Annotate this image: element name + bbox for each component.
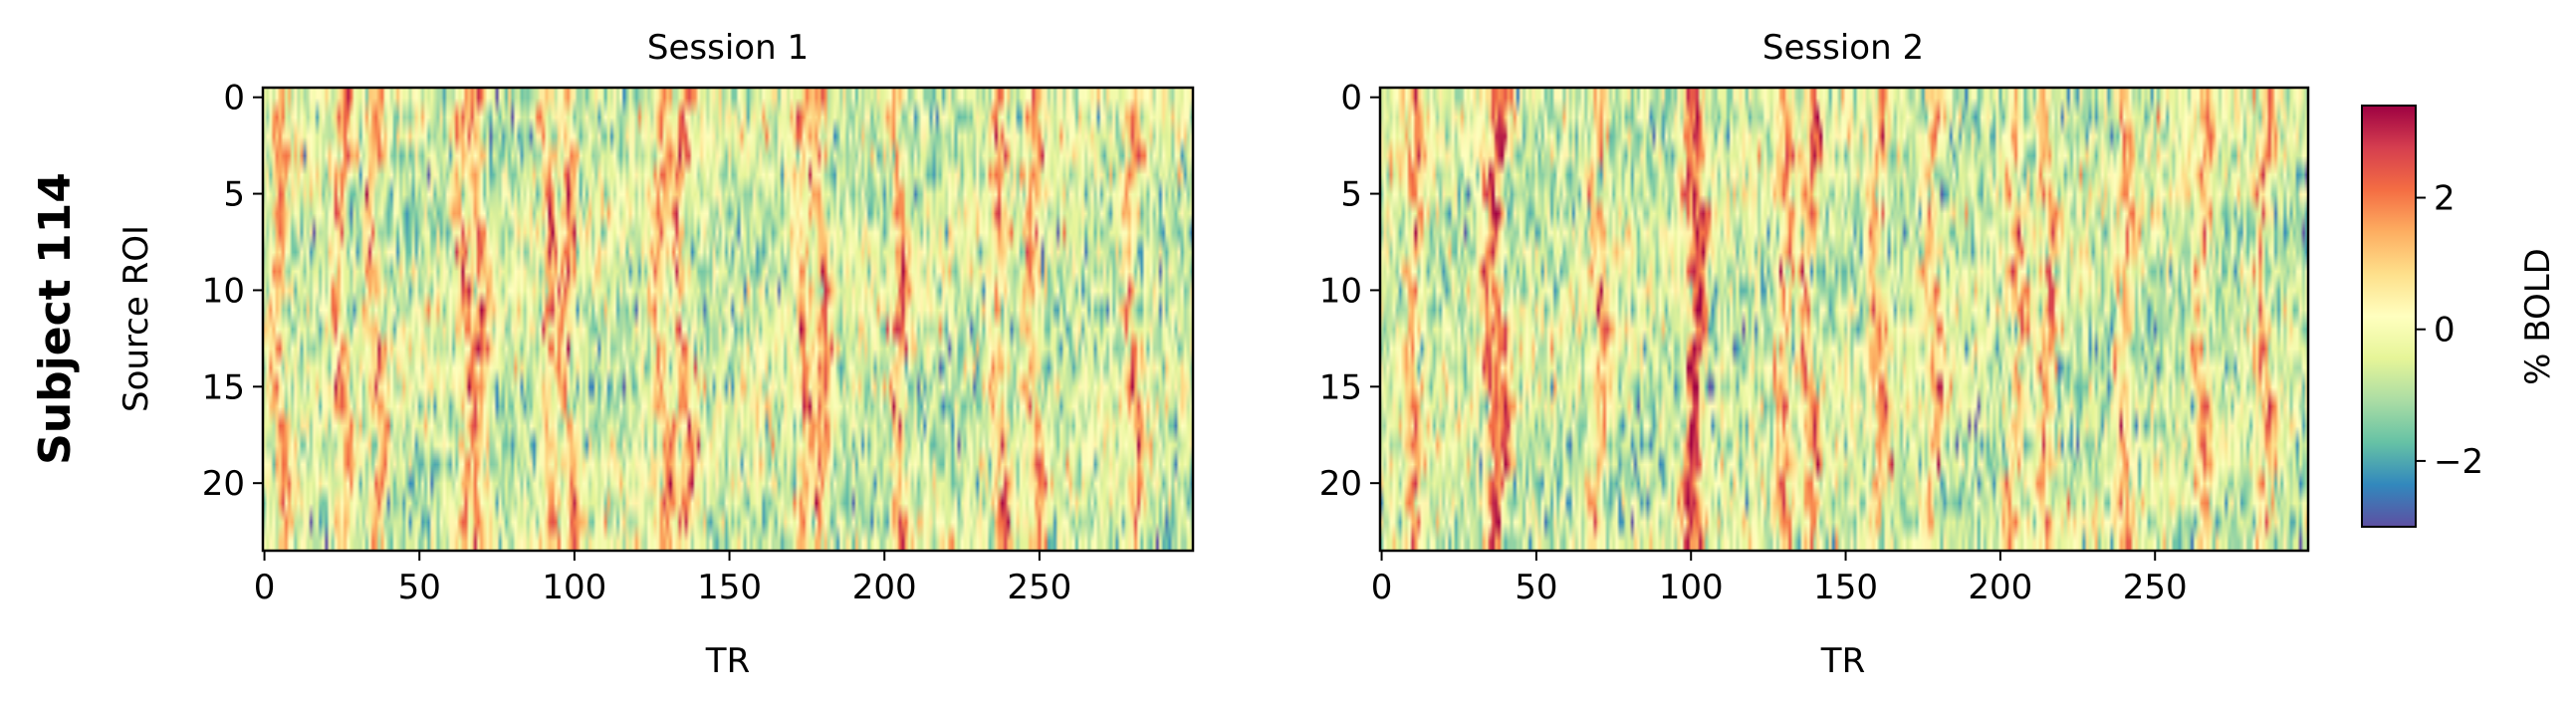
colorbar-tick-label: 0: [2434, 311, 2456, 351]
colorbar-gradient: [2361, 105, 2417, 528]
y-tick-label: 20: [1319, 464, 1362, 504]
x-tick-label: 250: [2123, 568, 2188, 607]
x-tick-label: 0: [1371, 568, 1393, 607]
x-tick-label: 100: [1659, 568, 1724, 607]
x-tick-label: 250: [1007, 568, 1071, 607]
x-tick-label: 100: [542, 568, 606, 607]
session-2-frame: [1378, 86, 2310, 553]
session-1-x-ticks: 0 50 100 150 200 250: [254, 551, 1071, 607]
y-tick-label: 0: [223, 79, 245, 118]
y-tick-label: 10: [1319, 271, 1362, 311]
session-1-y-ticks: 0 5 10 15 20: [202, 79, 263, 504]
session-1-x-label: TR: [705, 641, 750, 681]
x-tick-label: 200: [1968, 568, 2032, 607]
session-2-x-label: TR: [1820, 641, 1865, 681]
x-tick-label: 200: [852, 568, 917, 607]
colorbar-label: % BOLD: [2518, 248, 2558, 385]
session-2-title: Session 2: [1762, 28, 1924, 68]
y-tick-label: 15: [1319, 367, 1362, 407]
x-tick-label: 0: [254, 568, 276, 607]
y-tick-label: 5: [223, 175, 245, 215]
x-tick-label: 150: [1813, 568, 1878, 607]
colorbar-tick-label: −2: [2434, 442, 2483, 482]
session-1-title: Session 1: [647, 28, 809, 68]
x-tick-label: 150: [697, 568, 762, 607]
session-1-y-label: Source ROI: [117, 225, 156, 412]
session-2-heatmap: [1380, 88, 2308, 551]
session-2-x-ticks: 0 50 100 150 200 250: [1371, 551, 2188, 607]
session-2-panel: Session 2 0 50 100 150 200 250 0 5 10 15 20 TR: [1319, 28, 2310, 681]
x-tick-label: 50: [1515, 568, 1557, 607]
colorbar-ticks: −2 0 2: [2416, 179, 2483, 482]
session-1-panel: Session 1 0 50 100 150 200 250 0 5 10 15 20 TR So…: [117, 28, 1195, 681]
y-tick-label: 20: [202, 464, 245, 504]
session-1-frame: [261, 86, 1195, 553]
subject-row-label: Subject 114: [30, 172, 81, 465]
y-tick-label: 0: [1340, 79, 1362, 118]
y-tick-label: 15: [202, 367, 245, 407]
colorbar-tick-label: 2: [2434, 179, 2456, 219]
y-tick-label: 10: [202, 271, 245, 311]
y-tick-label: 5: [1340, 175, 1362, 215]
x-tick-label: 50: [398, 568, 441, 607]
session-2-y-ticks: 0 5 10 15 20: [1319, 79, 1380, 504]
session-1-heatmap: [263, 88, 1193, 551]
colorbar: −2 0 2 % BOLD: [2361, 105, 2558, 528]
